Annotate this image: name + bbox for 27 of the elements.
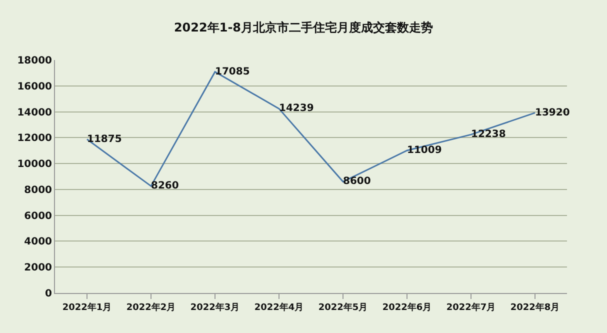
data-label: 13920	[535, 107, 570, 118]
data-label: 12238	[471, 129, 506, 140]
y-tick-label: 18000	[17, 56, 52, 66]
data-label: 8600	[343, 176, 371, 188]
y-tick-label: 6000	[24, 210, 52, 222]
y-tick-label: 8000	[24, 184, 52, 196]
data-label: 11875	[87, 134, 122, 145]
y-tick-label: 0	[45, 288, 52, 300]
y-tick-label: 2000	[24, 262, 52, 274]
data-label: 8260	[151, 180, 179, 192]
data-label: 17085	[215, 66, 250, 78]
chart-title: 2022年1-8月北京市二手住宅月度成交套数走势	[174, 20, 434, 35]
data-label: 11009	[407, 144, 442, 156]
x-tick-label: 2022年6月	[382, 302, 432, 313]
y-tick-label: 10000	[17, 159, 52, 170]
y-tick-label: 4000	[24, 236, 52, 248]
y-tick-label: 16000	[17, 81, 52, 92]
x-tick-label: 2022年2月	[126, 302, 176, 313]
x-tick-label: 2022年1月	[62, 302, 112, 313]
x-tick-label: 2022年3月	[190, 302, 240, 313]
x-tick-label: 2022年8月	[510, 302, 560, 313]
y-tick-label: 12000	[17, 133, 52, 144]
y-tick-label: 14000	[17, 107, 52, 118]
x-tick-label: 2022年7月	[446, 302, 496, 313]
x-tick-label: 2022年4月	[254, 302, 304, 313]
x-tick-label: 2022年5月	[318, 302, 368, 313]
data-label: 14239	[279, 103, 314, 114]
